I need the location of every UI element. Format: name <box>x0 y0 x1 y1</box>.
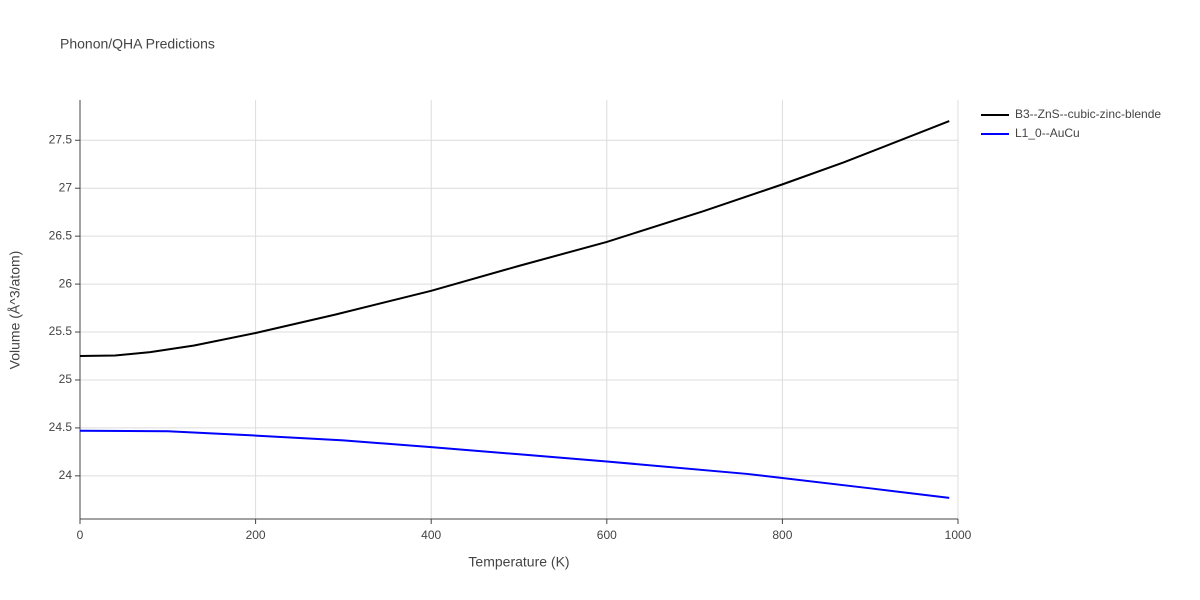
x-axis-title: Temperature (K) <box>468 554 569 570</box>
y-axis-title: Volume (Å^3/atom) <box>7 251 23 370</box>
y-tick-label: 26 <box>59 276 73 290</box>
chart-title: Phonon/QHA Predictions <box>60 36 215 52</box>
x-tick-label: 0 <box>77 528 84 542</box>
x-tick-label: 1000 <box>945 528 972 542</box>
legend-label: B3--ZnS--cubic-zinc-blende <box>1015 107 1161 121</box>
line-series <box>79 429 950 499</box>
x-tick-label: 200 <box>246 528 266 542</box>
x-tick-label: 800 <box>772 528 792 542</box>
y-tick-label: 24.5 <box>49 420 73 434</box>
line-series <box>79 120 950 358</box>
y-tick-label: 26.5 <box>49 228 73 242</box>
y-tick-label: 27.5 <box>49 132 73 146</box>
x-tick-label: 600 <box>597 528 617 542</box>
y-tick-label: 25 <box>59 372 73 386</box>
y-tick-label: 27 <box>59 180 73 194</box>
legend-label: L1_0--AuCu <box>1015 126 1080 140</box>
y-tick-label: 25.5 <box>49 324 73 338</box>
y-tick-label: 24 <box>59 468 73 482</box>
x-tick-label: 400 <box>421 528 441 542</box>
